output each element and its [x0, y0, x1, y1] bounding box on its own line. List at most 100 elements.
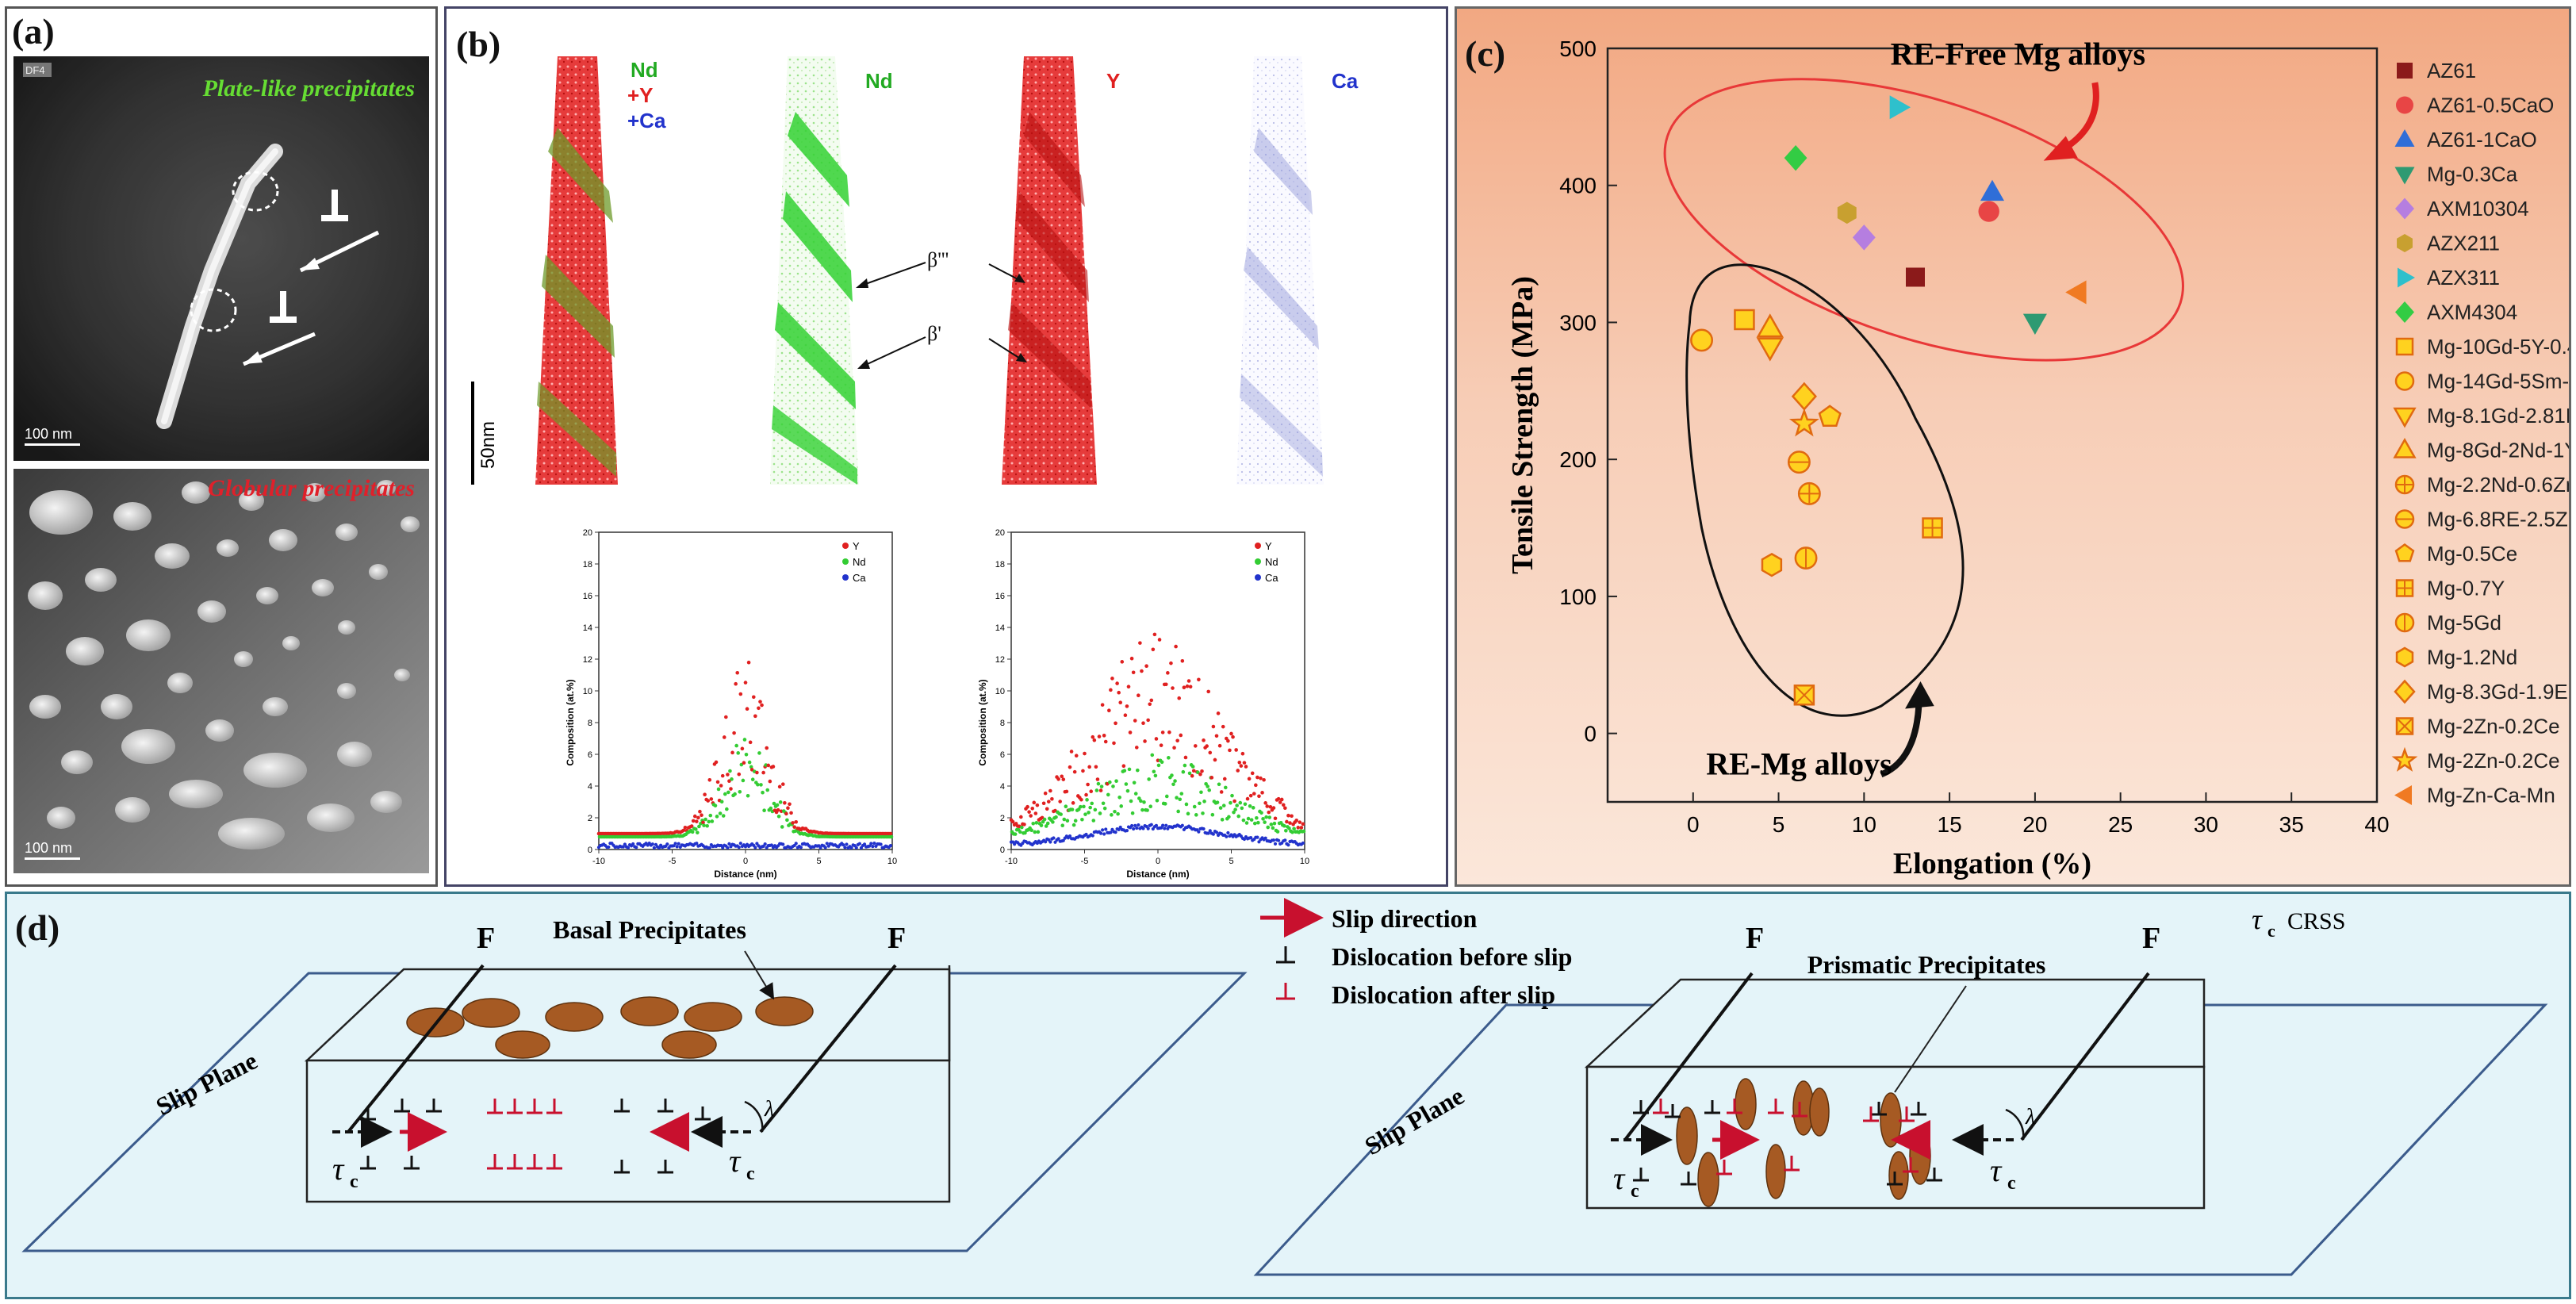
- profile-ytick: 0: [588, 846, 592, 855]
- legend-label: Mg-14Gd-5Sm-0.3Zr: [2427, 370, 2569, 393]
- profile-point-y: [1091, 734, 1095, 739]
- tau-left-2: τ: [729, 1143, 742, 1179]
- profile-point-y: [698, 809, 702, 814]
- profile-ytick: 0: [1000, 846, 1005, 855]
- profile-point-nd: [728, 769, 732, 773]
- profile-point-nd: [1156, 763, 1161, 768]
- profile-point-nd: [1150, 753, 1155, 757]
- profile-point-y: [1298, 820, 1302, 824]
- profile-point-nd: [1173, 779, 1177, 783]
- profile-point-ca: [1091, 834, 1094, 838]
- profile-point-nd: [1039, 823, 1044, 827]
- profile-point-nd: [1287, 826, 1291, 830]
- profile-point-y: [700, 813, 703, 818]
- re-mg-annotation: RE-Mg alloys: [1706, 746, 1892, 781]
- legend-label: Mg-6.8RE-2.5Zn-0.6Zr: [2427, 508, 2569, 531]
- profile-point-nd: [1230, 793, 1234, 798]
- profile-point-y: [1179, 733, 1183, 738]
- legend-marker: [2395, 301, 2414, 323]
- profile-point-y: [1171, 686, 1175, 690]
- x-axis-label: Elongation (%): [1893, 847, 2091, 880]
- profile-point-y: [1110, 677, 1114, 681]
- profile-point-y: [1163, 682, 1168, 687]
- profile-point-nd: [1122, 769, 1127, 773]
- profile-point-y: [1118, 700, 1123, 705]
- profile-point-y: [1138, 641, 1142, 645]
- tem-plate-image: DF4 Plate-like precipitates 100 nm: [13, 56, 429, 461]
- profile-point-y: [1276, 796, 1281, 801]
- profile-point-y: [691, 819, 696, 823]
- profile-point-y: [1125, 704, 1129, 708]
- profile-point-y: [1231, 734, 1235, 739]
- profile-point-y: [1200, 769, 1204, 773]
- profile-point-nd: [746, 793, 750, 798]
- legend-marker: [2393, 437, 2417, 458]
- profile-point-y: [1285, 819, 1289, 824]
- lambda-left: λ: [764, 1097, 774, 1122]
- profile-point-ca: [727, 842, 731, 846]
- profile-point-y: [1182, 685, 1186, 690]
- profile-point-y: [1193, 744, 1198, 748]
- profile-point-nd: [723, 792, 727, 796]
- profile-point-ca: [1163, 827, 1167, 830]
- profile-point-ca: [1286, 843, 1290, 847]
- apt-map-combined: Nd +Y +Ca: [535, 56, 666, 485]
- profile-point-nd: [1033, 830, 1037, 834]
- profile-point-y: [1245, 796, 1250, 801]
- profile-point-y: [1186, 679, 1191, 683]
- legend-label: Mg-0.7Y: [2427, 577, 2505, 600]
- profile-point-y: [768, 779, 772, 784]
- basal-precip-label: Basal Precipitates: [553, 915, 746, 944]
- profile-point-nd: [1071, 823, 1076, 827]
- profile-point-nd: [1292, 827, 1296, 831]
- profile-point-ca: [657, 846, 661, 850]
- slip-plane-left: [21, 972, 1248, 1252]
- profile-point-y: [1120, 660, 1125, 664]
- profile-point-y: [1087, 765, 1091, 769]
- data-point: [1889, 95, 1911, 120]
- profile-point-nd: [1290, 830, 1294, 834]
- profile-point-ca: [673, 842, 677, 846]
- profile-point-nd: [719, 800, 724, 804]
- profile-point-nd: [703, 817, 707, 822]
- profile-ytick: 18: [995, 560, 1005, 570]
- profile-point-nd: [1181, 769, 1186, 774]
- profile-point-ca: [1277, 838, 1281, 842]
- profile-point-ca: [1109, 830, 1113, 834]
- profile-point-nd: [1249, 818, 1254, 822]
- profile-point-ca: [1197, 830, 1201, 834]
- profile-point-y: [1262, 777, 1266, 782]
- x-tick-label: 20: [2022, 812, 2047, 837]
- profile-point-y: [1240, 751, 1245, 756]
- profile-point-ca: [823, 846, 827, 850]
- profile-point-ca: [631, 842, 635, 846]
- profile-point-y: [1143, 739, 1147, 743]
- profile-point-nd: [756, 782, 760, 787]
- legend-marker: [2394, 474, 2415, 495]
- profile-point-ca: [1061, 838, 1065, 842]
- profile-point-ca: [769, 843, 773, 847]
- legend-marker: [2394, 509, 2415, 529]
- legend-label: AXM10304: [2427, 197, 2529, 221]
- x-tick-label: 15: [1938, 812, 1962, 837]
- profile-point-nd: [1248, 804, 1252, 808]
- profile-point-y: [1146, 718, 1150, 723]
- profile-point-y: [1216, 711, 1221, 715]
- profile-point-nd: [775, 803, 780, 807]
- profile-point-y: [1152, 632, 1157, 637]
- profile-point-y: [1267, 810, 1271, 815]
- profile-point-ca: [1226, 830, 1230, 835]
- profile-point-nd: [1080, 817, 1084, 822]
- apt-figure: Nd +Y +Ca 50nm Nd β''' β': [471, 56, 1359, 880]
- profile-point-ca: [1263, 836, 1267, 840]
- profile-point-ca: [1301, 841, 1305, 846]
- profile-point-ca: [1154, 823, 1159, 827]
- legend-label: Mg-8.3Gd-1.9Er: [2427, 680, 2569, 704]
- profile-point-y: [709, 797, 714, 801]
- profile-ytick: 10: [583, 687, 592, 696]
- profile-point-ca: [1048, 840, 1052, 844]
- profile-point-y: [1255, 775, 1259, 780]
- profile-point-nd: [1034, 821, 1039, 825]
- profile-point-y: [1129, 656, 1134, 661]
- profile-point-y: [1299, 826, 1304, 830]
